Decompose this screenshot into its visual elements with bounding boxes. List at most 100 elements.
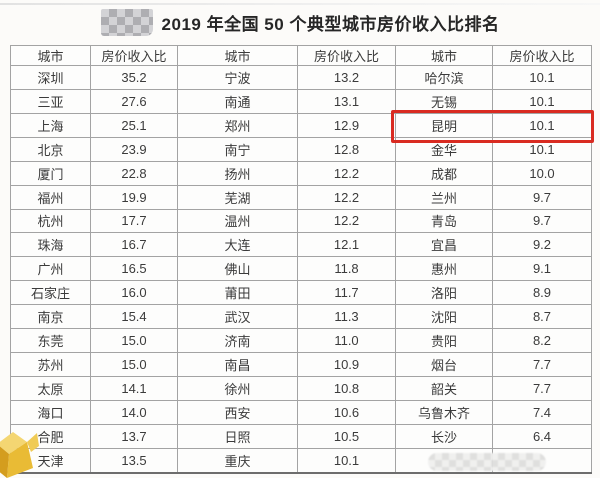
table-row: 深圳 35.2 宁波 13.2 哈尔滨 10.1: [10, 65, 592, 90]
ratio-cell: 6.4: [492, 423, 592, 449]
ratio-cell: 10.0: [492, 160, 592, 186]
ratio-cell: 17.7: [90, 208, 178, 234]
city-cell: 济南: [177, 328, 298, 354]
city-cell: 莆田: [177, 280, 298, 306]
city-cell: 兰州: [395, 184, 493, 210]
table-row: 石家庄 16.0 莆田 11.7 洛阳 8.9: [10, 280, 592, 306]
table-row: 福州 19.9 芜湖 12.2 兰州 9.7: [10, 184, 592, 210]
table-row: 太原 14.1 徐州 10.8 韶关 7.7: [10, 375, 592, 401]
ratio-cell: 16.7: [90, 232, 178, 258]
ratio-cell: 15.0: [90, 328, 178, 354]
city-cell: 南昌: [177, 352, 298, 377]
city-cell: 上海: [10, 112, 91, 138]
city-cell: 徐州: [177, 375, 298, 401]
table-row: 南京 15.4 武汉 11.3 沈阳 8.7: [10, 304, 592, 330]
ratio-cell: 7.7: [492, 352, 592, 377]
column-header-city: 城市: [10, 45, 91, 66]
ratio-cell: 13.2: [297, 65, 396, 90]
ratio-cell: 10.1: [492, 65, 592, 90]
ratio-cell: 12.2: [297, 208, 396, 234]
column-header-city: 城市: [177, 45, 298, 66]
page-title: 2019 年全国 50 个典型城市房价收入比排名: [161, 15, 500, 34]
blurred-watermark-bottom: [428, 453, 546, 471]
table-body: 深圳 35.2 宁波 13.2 哈尔滨 10.1 三亚 27.6 南通 13.1 无锡 10.1 上海 2…: [10, 65, 592, 474]
city-cell: 厦门: [10, 160, 91, 186]
ratio-cell: 23.9: [90, 136, 178, 162]
ratio-cell: 8.9: [492, 280, 592, 306]
top-edge-line: [0, 3, 600, 5]
ratio-cell: 14.1: [90, 375, 178, 401]
column-header-city: 城市: [395, 45, 493, 66]
ratio-cell: 9.7: [492, 208, 592, 234]
table-row: 珠海 16.7 大连 12.1 宜昌 9.2: [10, 232, 592, 258]
city-cell: 温州: [177, 208, 298, 234]
ratio-cell: 12.1: [297, 232, 396, 258]
ratio-cell: 8.7: [492, 304, 592, 330]
ratio-cell: 13.5: [90, 447, 178, 474]
ratio-cell: 15.0: [90, 352, 178, 377]
city-cell: 烟台: [395, 352, 493, 377]
ratio-cell: 7.4: [492, 399, 592, 425]
ratio-cell: 12.2: [297, 184, 396, 210]
city-cell: 武汉: [177, 304, 298, 330]
table-row: 三亚 27.6 南通 13.1 无锡 10.1: [10, 88, 592, 114]
ratio-cell: 15.4: [90, 304, 178, 330]
column-header-ratio: 房价收入比: [492, 45, 592, 66]
ratio-cell: 13.7: [90, 423, 178, 449]
ratio-cell: 16.5: [90, 256, 178, 282]
city-cell: 广州: [10, 256, 91, 282]
city-cell: 太原: [10, 375, 91, 401]
table-row: 杭州 17.7 温州 12.2 青岛 9.7: [10, 208, 592, 234]
gold-box-logo-icon: [0, 432, 39, 478]
ratio-cell: 11.3: [297, 304, 396, 330]
city-cell: 西安: [177, 399, 298, 425]
ratio-cell: 11.0: [297, 328, 396, 354]
ratio-cell: 19.9: [90, 184, 178, 210]
ratio-cell: 10.1: [297, 447, 396, 474]
city-cell: 芜湖: [177, 184, 298, 210]
city-cell: 惠州: [395, 256, 493, 282]
city-cell: 昆明: [395, 112, 493, 138]
table-row: 天津 13.5 重庆 10.1: [10, 447, 592, 474]
ratio-cell: 8.2: [492, 328, 592, 354]
table-row: 海口 14.0 西安 10.6 乌鲁木齐 7.4: [10, 399, 592, 425]
city-cell: 杭州: [10, 208, 91, 234]
table-row: 广州 16.5 佛山 11.8 惠州 9.1: [10, 256, 592, 282]
city-cell: 日照: [177, 423, 298, 449]
city-cell: 佛山: [177, 256, 298, 282]
city-cell: 宜昌: [395, 232, 493, 258]
ratio-cell: 7.7: [492, 375, 592, 401]
ratio-cell: 22.8: [90, 160, 178, 186]
city-cell: 青岛: [395, 208, 493, 234]
table-row: 东莞 15.0 济南 11.0 贵阳 8.2: [10, 328, 592, 354]
city-cell: 石家庄: [10, 280, 91, 306]
ratio-cell: 11.7: [297, 280, 396, 306]
ratio-cell: 10.1: [492, 136, 592, 162]
column-header-ratio: 房价收入比: [90, 45, 178, 66]
ratio-cell: 12.8: [297, 136, 396, 162]
city-cell: 福州: [10, 184, 91, 210]
city-cell: 深圳: [10, 65, 91, 90]
ratio-cell: 27.6: [90, 88, 178, 114]
ratio-cell: 10.1: [492, 112, 592, 138]
ratio-cell: 10.9: [297, 352, 396, 377]
ratio-cell: 9.2: [492, 232, 592, 258]
ratio-cell: 9.1: [492, 256, 592, 282]
table-row: 苏州 15.0 南昌 10.9 烟台 7.7: [10, 352, 592, 377]
city-cell: 贵阳: [395, 328, 493, 354]
city-cell: 南通: [177, 88, 298, 114]
blurred-watermark-icon: [100, 9, 153, 36]
city-cell: 郑州: [177, 112, 298, 138]
city-cell: 东莞: [10, 328, 91, 354]
city-cell: 沈阳: [395, 304, 493, 330]
city-cell: 韶关: [395, 375, 493, 401]
ratio-cell: 12.9: [297, 112, 396, 138]
city-cell: 洛阳: [395, 280, 493, 306]
ranking-table: 城市 房价收入比 城市 房价收入比 城市 房价收入比 深圳 35.2 宁波 13.2 哈…: [10, 45, 592, 474]
ratio-cell: 25.1: [90, 112, 178, 138]
city-cell: 长沙: [395, 423, 493, 449]
ratio-cell: 13.1: [297, 88, 396, 114]
ratio-cell: 16.0: [90, 280, 178, 306]
city-cell: 乌鲁木齐: [395, 399, 493, 425]
